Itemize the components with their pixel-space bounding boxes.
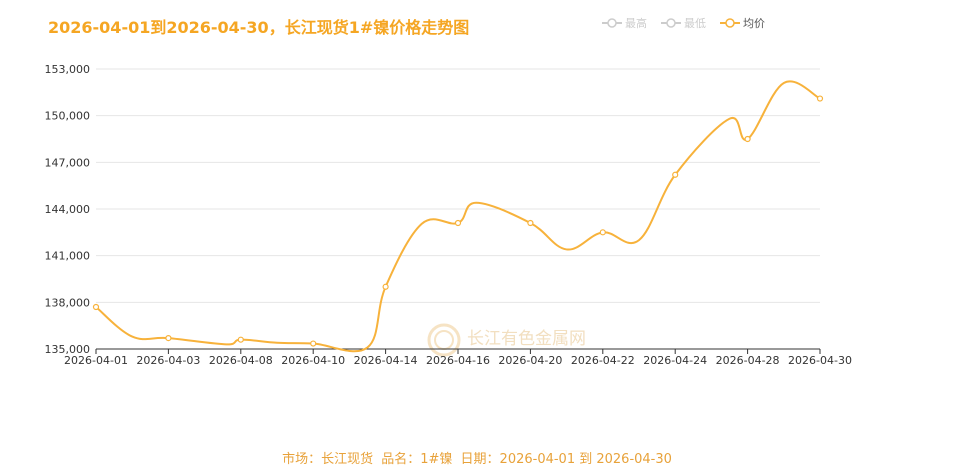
data-point — [672, 171, 679, 178]
legend-item-max[interactable]: 最高 — [602, 15, 647, 31]
legend-label: 最低 — [684, 17, 706, 30]
series-line-avg — [95, 80, 821, 353]
legend-line-icon — [602, 18, 622, 28]
data-point — [310, 340, 317, 347]
data-point — [527, 219, 534, 227]
y-tick-label: 135,000 — [45, 343, 91, 356]
footer-date: 日期：2026-04-01 到 2026-04-30 — [460, 452, 672, 467]
legend-line-icon — [661, 18, 681, 28]
y-tick-label: 141,000 — [45, 250, 91, 263]
data-point — [744, 135, 751, 143]
y-tick-label: 153,000 — [45, 63, 91, 76]
x-tick-label: 2026-04-08 — [209, 354, 273, 367]
data-point — [454, 219, 462, 227]
y-tick-label: 147,000 — [45, 156, 91, 169]
x-tick-label: 2026-04-22 — [571, 354, 635, 367]
legend-item-min[interactable]: 最低 — [661, 15, 706, 31]
footer-market: 市场：长江现货 — [282, 452, 374, 467]
data-point — [237, 336, 244, 343]
data-point — [382, 283, 389, 290]
chart-legend: 最高 最低 均价 — [602, 15, 765, 31]
y-tick-label: 150,000 — [45, 110, 91, 123]
chart-footer: 市场：长江现货 品名：1#镍 日期：2026-04-01 到 2026-04-3… — [0, 448, 954, 467]
legend-label: 均价 — [743, 17, 765, 30]
x-tick-label: 2026-04-16 — [426, 354, 490, 367]
data-point — [92, 303, 100, 311]
x-tick-label: 2026-04-14 — [354, 354, 418, 367]
legend-line-icon — [720, 18, 740, 28]
y-tick-label: 138,000 — [45, 296, 91, 309]
watermark-logo — [427, 323, 461, 357]
x-tick-label: 2026-04-28 — [716, 354, 780, 367]
y-tick-label: 144,000 — [45, 203, 91, 216]
data-point — [599, 229, 606, 236]
watermark-text: 长江有色金属网 — [467, 329, 586, 349]
x-tick-label: 2026-04-20 — [498, 354, 562, 367]
x-tick-label: 2026-04-03 — [136, 354, 200, 367]
legend-label: 最高 — [625, 17, 647, 30]
legend-item-avg[interactable]: 均价 — [720, 15, 765, 31]
data-point — [816, 95, 824, 102]
x-tick-label: 2026-04-01 — [64, 354, 128, 367]
data-point — [165, 335, 172, 342]
x-tick-label: 2026-04-30 — [788, 354, 852, 367]
chart-title: 2026-04-01到2026-04-30，长江现货1#镍价格走势图 — [48, 18, 470, 37]
line-chart: 135,000 138,000 141,000 144,000 147,000 150,0… — [45, 63, 852, 367]
x-tick-label: 2026-04-24 — [643, 354, 707, 367]
footer-product: 品名：1#镍 — [381, 452, 453, 467]
x-tick-label: 2026-04-10 — [281, 354, 345, 367]
